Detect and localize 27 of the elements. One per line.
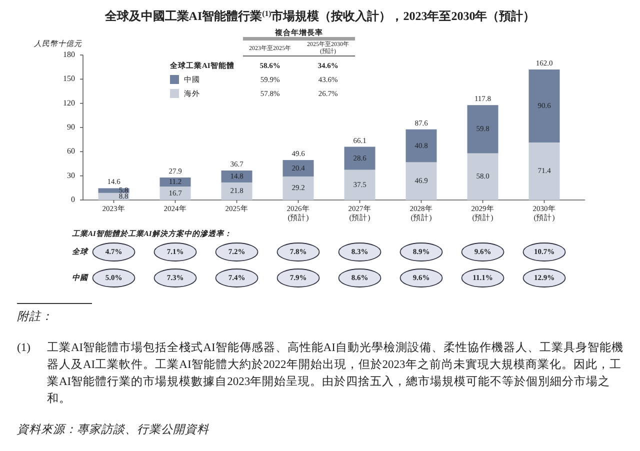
bar — [344, 146, 376, 170]
y-tick-label: 90 — [67, 122, 75, 132]
bar — [282, 176, 314, 200]
y-tick-label: 30 — [67, 170, 75, 180]
text: 工業AI智能體市場包括全棧式AI智能傳感器、高性能AI自動光學檢測設備、柔性協作機器人、工業具身智能機器人及AI工業軟件。工業AI智能體大約於2022年開始出現，但於2023年之前尚未實現大規模商業化。因此，工業AI智能體行業的市場規模數據自2023年開始呈現。由於四捨五入，總市場規模可能不等於個別細分市場之和。 — [47, 340, 624, 407]
y-tick-label: 180 — [63, 50, 75, 59]
y-tick-label: 0 — [71, 194, 75, 204]
bar — [98, 188, 130, 193]
bar — [344, 170, 376, 200]
bar — [160, 186, 191, 200]
bar — [221, 170, 252, 182]
source-note: 資料來源：專家訪談、行業公開資料 — [17, 422, 210, 438]
y-tick-label: 150 — [63, 74, 75, 84]
bar — [528, 142, 560, 200]
text: 附註： — [17, 309, 54, 325]
y-tick-label: 120 — [63, 98, 75, 108]
bar — [467, 105, 498, 154]
bar — [467, 153, 498, 200]
bar — [160, 178, 191, 187]
bar — [282, 160, 314, 176]
bar — [406, 129, 437, 162]
bar — [528, 70, 560, 142]
bar — [221, 182, 252, 200]
bar — [406, 162, 437, 200]
text: (1) — [17, 341, 32, 356]
chart-title: 全球及中國工業AI智能體行業$^{(1)}$市場規模（按收入計），2023年至2030年（預計） — [104, 8, 536, 23]
y-tick-label: 60 — [67, 146, 75, 156]
